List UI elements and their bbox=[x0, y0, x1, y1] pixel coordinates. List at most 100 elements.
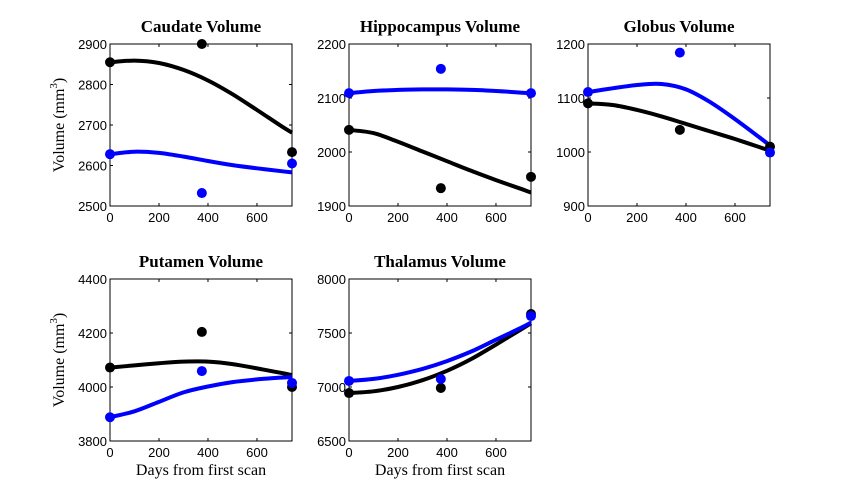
y-tick-label: 6500 bbox=[317, 434, 346, 449]
x-tick-label: 200 bbox=[387, 210, 409, 225]
fit-line-blue bbox=[348, 320, 532, 383]
y-tick-label: 2100 bbox=[317, 91, 346, 106]
x-tick-label: 400 bbox=[197, 445, 219, 460]
fit-line-black bbox=[587, 101, 771, 153]
data-point-black bbox=[196, 326, 207, 337]
y-tick-label: 1000 bbox=[556, 145, 585, 160]
data-point-blue bbox=[287, 158, 297, 169]
x-tick-label: 200 bbox=[626, 210, 648, 225]
subplot-putamen-volume: Putamen Volume 0 200 400 600 3800 4000 4200 4400… bbox=[48, 252, 297, 479]
fit-line-black bbox=[348, 127, 532, 195]
data-point-blue bbox=[583, 87, 593, 98]
data-point-black bbox=[196, 39, 207, 49]
y-tick-label: 2000 bbox=[317, 145, 346, 160]
data-point-black bbox=[674, 124, 685, 135]
y-tick-label: 2500 bbox=[78, 199, 107, 214]
y-tick-label: 7500 bbox=[317, 326, 346, 341]
y-tick-label: 1900 bbox=[317, 199, 346, 214]
x-tick-label: 200 bbox=[387, 445, 409, 460]
y-tick-label: 2200 bbox=[317, 37, 346, 52]
fit-line-black bbox=[348, 321, 533, 395]
fit-line-blue bbox=[587, 81, 772, 148]
subplot-caudate-volume: Caudate Volume 0 200 400 600 2500 2600 2700 2800… bbox=[48, 17, 297, 225]
data-point-black bbox=[287, 147, 297, 158]
y-tick-label: 4400 bbox=[78, 272, 107, 287]
y-axis-label: Volume (mm3) bbox=[48, 78, 68, 173]
x-axis-label: Days from first scan bbox=[136, 462, 266, 479]
y-axis-label-base: Volume (mm bbox=[51, 323, 68, 407]
x-tick-label: 400 bbox=[197, 210, 219, 225]
data-point-blue bbox=[526, 88, 536, 99]
axes-frame bbox=[109, 278, 293, 442]
data-point-blue bbox=[674, 47, 685, 58]
fit-line-blue bbox=[109, 375, 293, 420]
x-tick-label: 600 bbox=[246, 445, 268, 460]
x-tick-label: 600 bbox=[485, 445, 507, 460]
data-point-blue bbox=[435, 63, 446, 74]
y-axis-label-superscript: 3 bbox=[48, 83, 60, 89]
y-axis-label-superscript: 3 bbox=[48, 318, 60, 324]
y-axis-label-end: ) bbox=[51, 313, 68, 318]
x-tick-label: 0 bbox=[106, 445, 113, 460]
x-tick-label: 600 bbox=[246, 210, 268, 225]
x-tick-label: 400 bbox=[436, 445, 458, 460]
data-point-blue bbox=[344, 88, 354, 99]
data-point-blue bbox=[196, 188, 207, 199]
data-point-black bbox=[344, 388, 354, 399]
y-tick-label: 7000 bbox=[317, 380, 346, 395]
data-point-blue bbox=[105, 412, 115, 423]
y-tick-label: 2600 bbox=[78, 159, 107, 174]
y-tick-label: 1200 bbox=[556, 37, 585, 52]
subplot-title: Thalamus Volume bbox=[374, 252, 506, 271]
data-point-black bbox=[105, 57, 115, 68]
x-tick-label: 0 bbox=[584, 210, 591, 225]
axes-frame bbox=[587, 43, 771, 207]
x-tick-label: 0 bbox=[345, 210, 352, 225]
x-axis-label: Days from first scan bbox=[375, 462, 505, 479]
data-point-black bbox=[344, 124, 354, 135]
subplot-globus-volume: Globus Volume 0 200 400 600 900 1000 1100 1200 bbox=[556, 17, 775, 225]
x-tick-label: 200 bbox=[148, 210, 170, 225]
y-tick-label: 2800 bbox=[78, 78, 107, 93]
y-tick-label: 4200 bbox=[78, 326, 107, 341]
subplot-title: Putamen Volume bbox=[139, 252, 264, 271]
y-axis-label-base: Volume (mm bbox=[51, 88, 68, 172]
subplot-title: Caudate Volume bbox=[141, 17, 262, 36]
subplot-title: Globus Volume bbox=[623, 17, 734, 36]
data-point-blue bbox=[287, 377, 297, 388]
y-axis-label: Volume (mm3) bbox=[48, 313, 68, 408]
data-point-black bbox=[583, 98, 593, 109]
x-tick-label: 600 bbox=[724, 210, 746, 225]
y-tick-label: 4000 bbox=[78, 380, 107, 395]
data-point-blue bbox=[105, 149, 115, 160]
y-tick-label: 1100 bbox=[557, 91, 585, 106]
subplot-thalamus-volume: Thalamus Volume 0 200 400 600 6500 7000 7500 800… bbox=[317, 252, 536, 479]
fit-line-blue bbox=[348, 87, 532, 96]
x-tick-label: 400 bbox=[675, 210, 697, 225]
data-point-blue bbox=[526, 311, 536, 322]
fit-line-black bbox=[109, 359, 293, 378]
x-tick-label: 0 bbox=[106, 210, 113, 225]
data-point-blue bbox=[196, 366, 207, 377]
x-tick-label: 400 bbox=[436, 210, 458, 225]
data-point-blue bbox=[765, 147, 775, 158]
y-axis-label-end: ) bbox=[51, 78, 68, 83]
x-tick-label: 0 bbox=[345, 445, 352, 460]
x-tick-label: 200 bbox=[148, 445, 170, 460]
y-tick-label: 3800 bbox=[78, 434, 107, 449]
y-tick-label: 2900 bbox=[78, 37, 107, 52]
fit-line-black bbox=[109, 58, 294, 135]
axes-frame bbox=[109, 43, 293, 207]
axes-frame bbox=[348, 278, 532, 442]
subplot-hippocampus-volume: Hippocampus Volume 0 200 400 600 1900 2000 2100… bbox=[317, 17, 536, 225]
y-tick-label: 8000 bbox=[317, 272, 346, 287]
data-point-black bbox=[435, 183, 446, 194]
subplot-title: Hippocampus Volume bbox=[360, 17, 521, 36]
data-point-black bbox=[526, 171, 536, 182]
fit-line-blue bbox=[109, 149, 293, 175]
x-tick-label: 600 bbox=[485, 210, 507, 225]
data-point-blue bbox=[344, 375, 354, 386]
data-point-black bbox=[435, 382, 446, 393]
y-tick-label: 900 bbox=[563, 199, 585, 214]
